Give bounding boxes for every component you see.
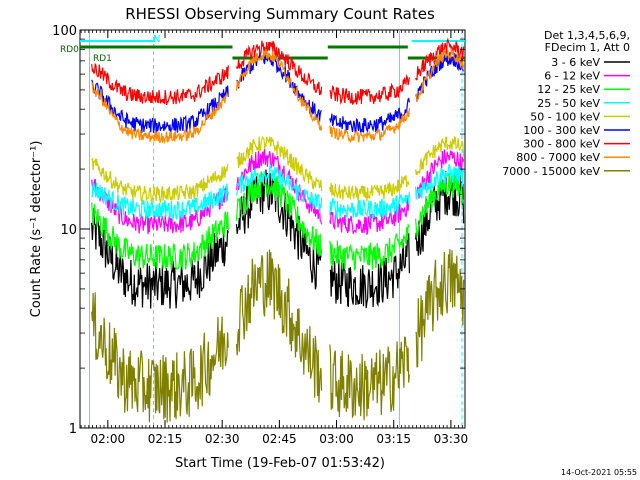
- y-axis-label: Count Rate (s⁻¹ detector⁻¹): [29, 141, 44, 318]
- legend-item-label: 3 - 6 keV: [551, 56, 600, 69]
- series-line-6: [91, 37, 465, 106]
- plot-area: N RD0 RD1 02:00 02:15 02:30 02:45 03:00 03:15…: [52, 24, 468, 446]
- chart-title: RHESSI Observing Summary Count Rates: [125, 5, 435, 23]
- legend-item-label: 25 - 50 keV: [537, 97, 600, 110]
- x-tick-label: 02:30: [205, 432, 240, 446]
- x-tick-label: 02:45: [262, 432, 297, 446]
- legend-item-label: 50 - 100 keV: [530, 110, 600, 123]
- y-tick-label: 1: [69, 422, 77, 437]
- annotation-group: N RD0 RD1: [60, 34, 160, 64]
- series-group: [91, 37, 465, 423]
- series-line-0: [91, 169, 465, 309]
- series-line-7: [91, 48, 465, 145]
- y-tick-label: 100: [52, 24, 77, 39]
- legend: Det 1,3,4,5,6,9, FDecim 1, Att 0 3 - 6 k…: [502, 29, 630, 178]
- legend-item-label: 7000 - 15000 keV: [502, 165, 600, 178]
- legend-item-label: 12 - 25 keV: [537, 83, 600, 96]
- series-line-3: [91, 163, 465, 220]
- legend-item-label: 800 - 7000 keV: [516, 151, 600, 164]
- legend-header-line-2: FDecim 1, Att 0: [545, 41, 630, 54]
- legend-item-label: 6 - 12 keV: [544, 70, 600, 83]
- y-tick-label: 10: [60, 223, 77, 238]
- saa-label: N: [153, 34, 160, 45]
- x-tick-label: 03:00: [319, 432, 354, 446]
- x-tick-label: 02:00: [91, 432, 126, 446]
- rd0-label: RD0: [60, 45, 79, 55]
- x-tick-label: 03:30: [434, 432, 469, 446]
- legend-item-label: 100 - 300 keV: [523, 124, 600, 137]
- series-line-8: [91, 249, 465, 423]
- x-axis-label: Start Time (19-Feb-07 01:53:42): [175, 456, 385, 471]
- series-line-4: [91, 135, 465, 204]
- x-tick-label: 03:15: [376, 432, 411, 446]
- series-line-5: [91, 52, 464, 135]
- legend-item-label: 300 - 800 keV: [523, 138, 600, 151]
- footer-timestamp: 14-Oct-2021 05:55: [561, 468, 637, 477]
- x-tick-label: 02:15: [148, 432, 183, 446]
- series-line-2: [91, 171, 465, 271]
- rd1-label: RD1: [93, 54, 112, 64]
- axis-ticks: 02:00 02:15 02:30 02:45 03:00 03:15 03:30 1 10 10…: [52, 24, 468, 446]
- legend-header-line-1: Det 1,3,4,5,6,9,: [544, 29, 630, 42]
